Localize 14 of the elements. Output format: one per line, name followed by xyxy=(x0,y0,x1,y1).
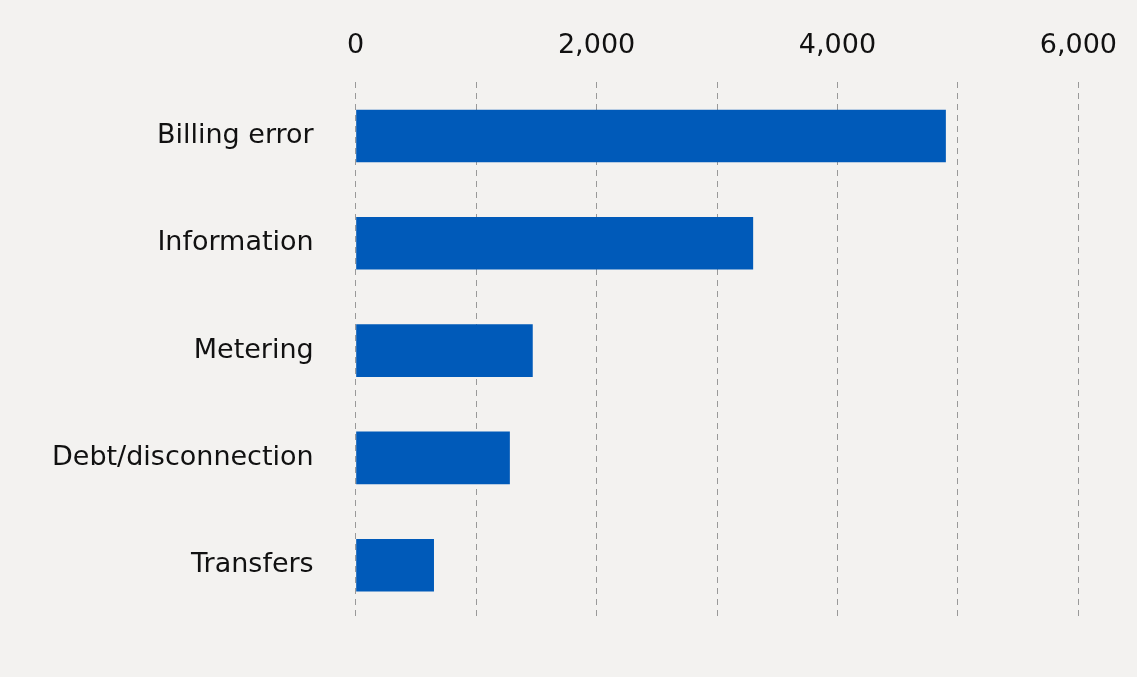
y-tick-label: Information xyxy=(157,225,314,257)
bar xyxy=(356,109,946,163)
x-tick-label: 6,000 xyxy=(1039,28,1117,60)
x-tick-label: 2,000 xyxy=(557,28,636,60)
y-tick-label: Billing error xyxy=(156,118,315,150)
y-tick-label: Metering xyxy=(193,332,314,364)
x-tick-label: 0 xyxy=(347,28,365,60)
bar xyxy=(356,538,434,592)
bar xyxy=(356,431,510,485)
y-tick-label: Transfers xyxy=(190,547,314,579)
y-tick-label: Debt/disconnection xyxy=(51,439,314,471)
x-tick-label: 4,000 xyxy=(798,28,877,60)
bar xyxy=(356,324,533,377)
bar xyxy=(356,217,754,270)
